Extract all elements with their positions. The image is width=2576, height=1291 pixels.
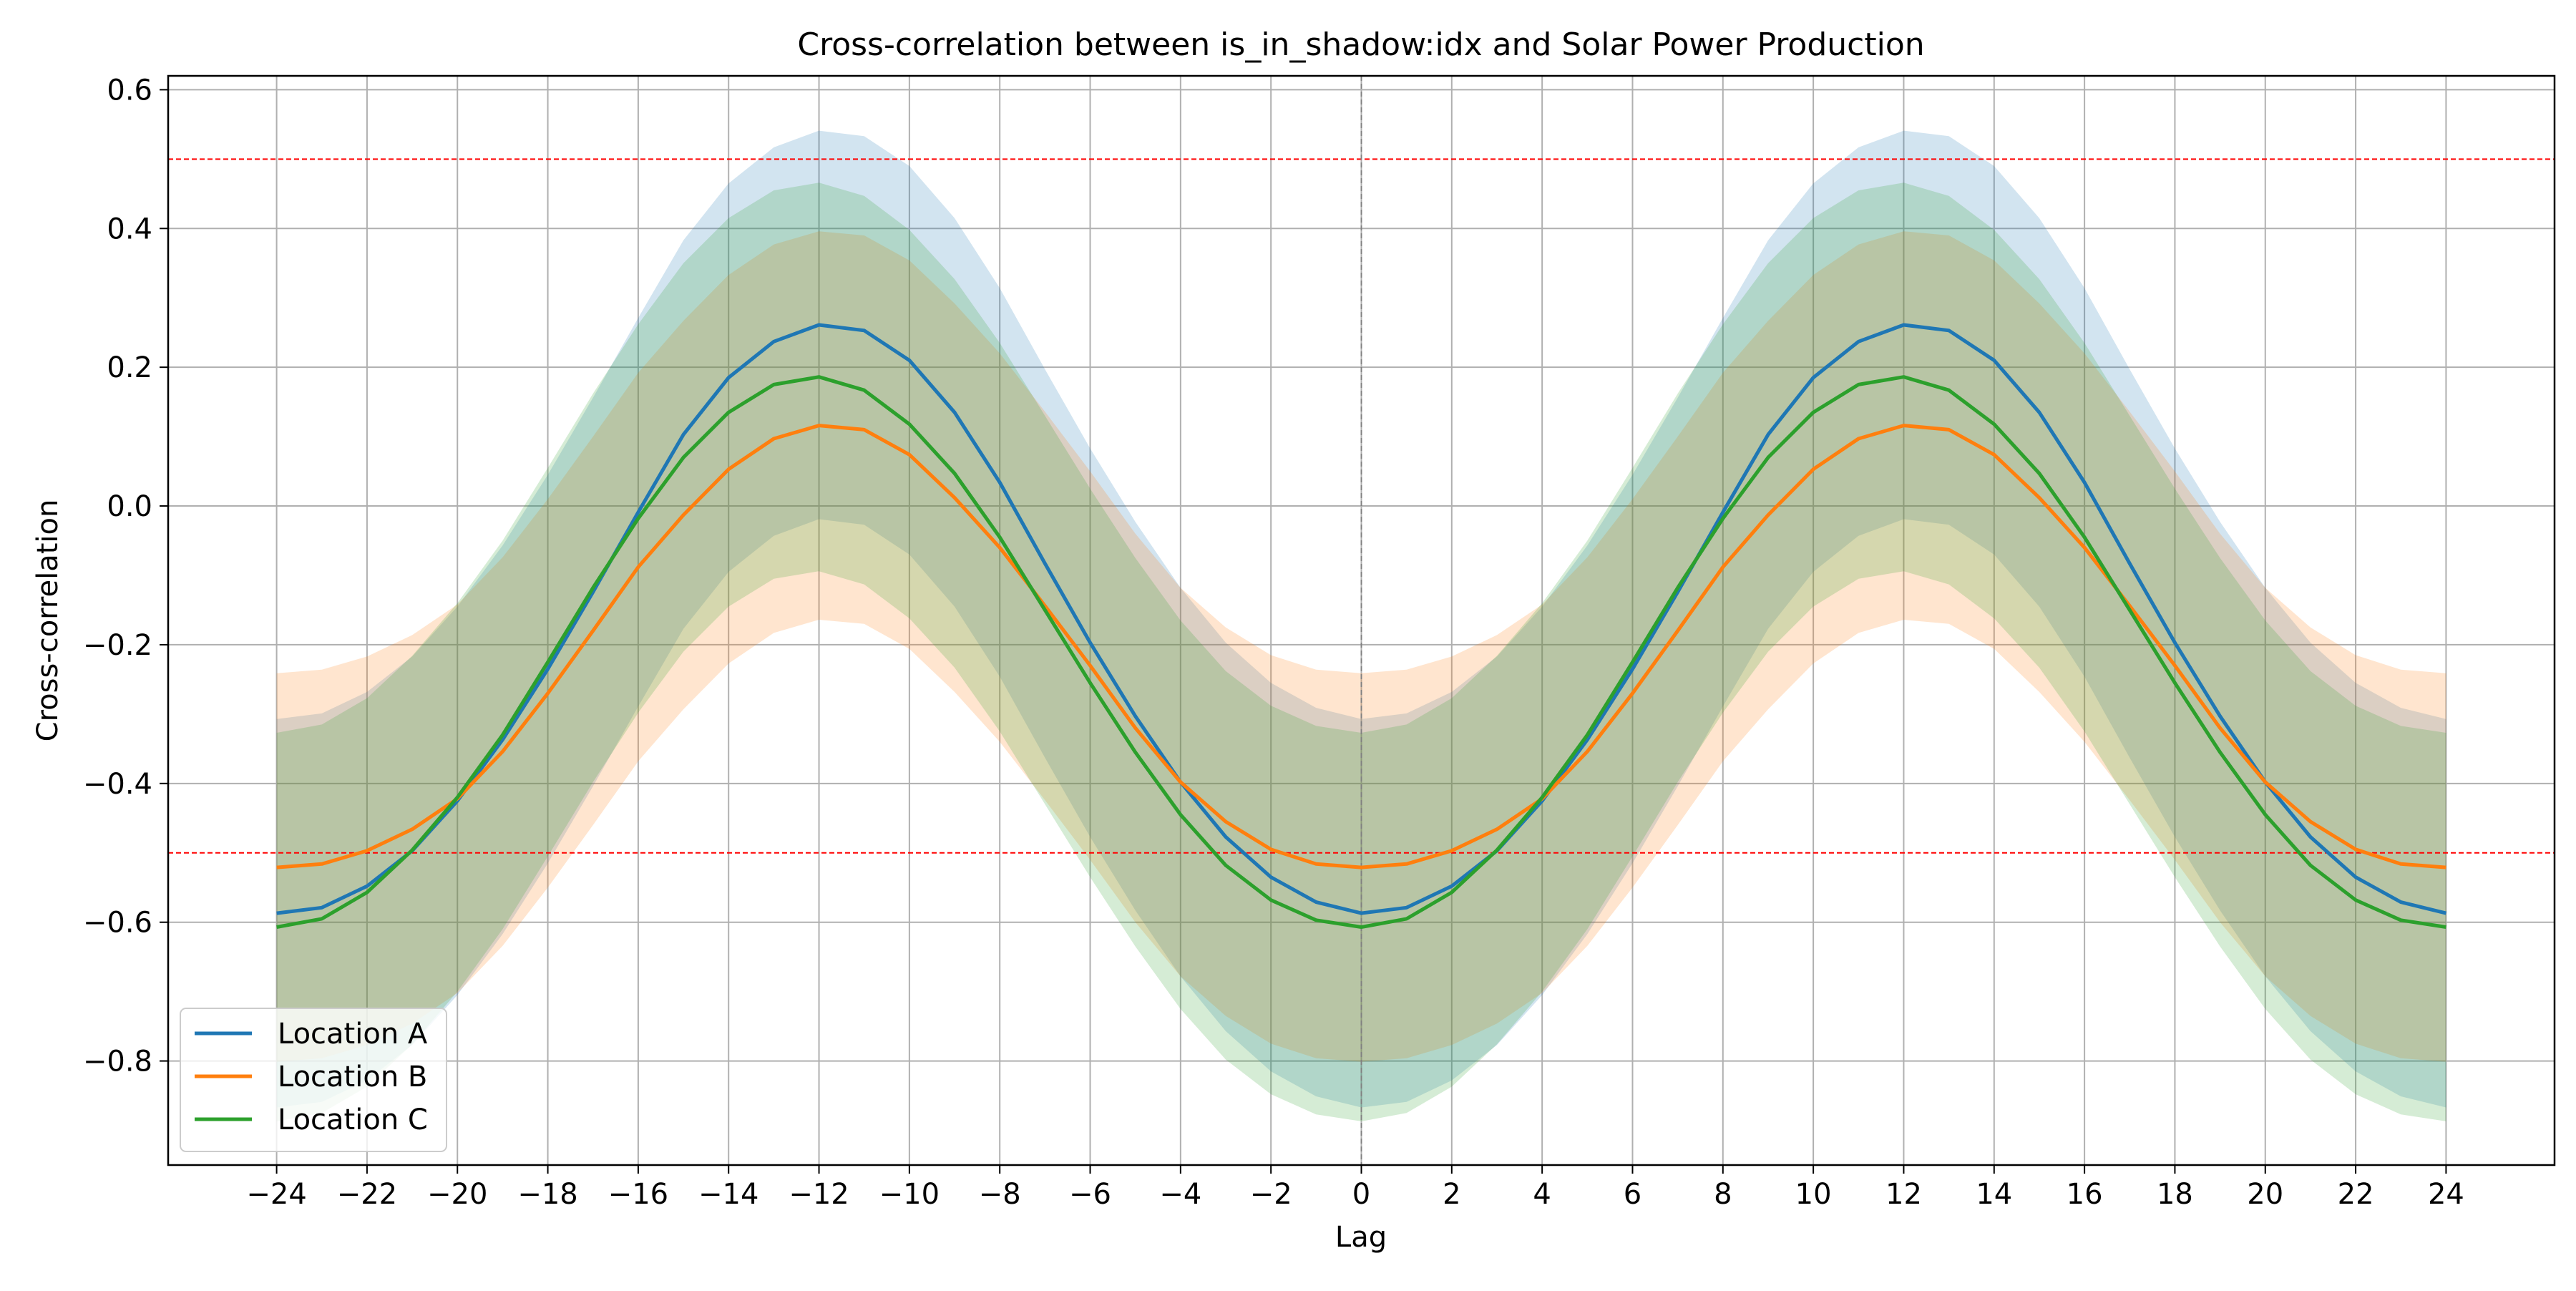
x-tick-label: 22: [2338, 1178, 2374, 1211]
x-tick-label: −14: [698, 1178, 758, 1211]
x-tick-label: 8: [1714, 1178, 1732, 1211]
x-tick-label: 10: [1795, 1178, 1832, 1211]
x-tick-label: −18: [517, 1178, 577, 1211]
legend-label: Location A: [278, 1018, 428, 1051]
legend-label: Location C: [278, 1104, 428, 1136]
y-tick-label: −0.6: [83, 907, 152, 940]
y-tick-label: 0.6: [107, 74, 152, 107]
x-tick-label: −22: [337, 1178, 397, 1211]
x-axis-ticks: −24 −22 −20 −18 −16 −14 −12 −10 −8 −6 −4 −2 0 2 4 6 8 10 1…: [246, 1165, 2464, 1211]
x-tick-label: −12: [789, 1178, 849, 1211]
y-tick-label: −0.2: [83, 629, 152, 662]
x-tick-label: −10: [879, 1178, 940, 1211]
x-tick-label: 4: [1533, 1178, 1551, 1211]
y-axis-label: Cross-correlation: [31, 500, 64, 742]
chart-title: Cross-correlation between is_in_shadow:i…: [797, 26, 1924, 63]
y-tick-label: 0.0: [107, 490, 152, 523]
x-tick-label: −8: [979, 1178, 1021, 1211]
confidence-band-location-c: [276, 182, 2446, 1121]
grid-lines: [168, 76, 2555, 1165]
y-axis-ticks: −0.8 −0.6 −0.4 −0.2 0.0 0.2 0.4 0.6: [83, 74, 168, 1078]
series-lines: [276, 323, 2446, 929]
series-line-location-b: [276, 424, 2446, 869]
legend-items: Location A Location B Location C: [195, 1018, 428, 1136]
x-tick-label: −6: [1069, 1178, 1111, 1211]
x-tick-label: 2: [1443, 1178, 1460, 1211]
confidence-band-location-b: [276, 231, 2446, 1062]
x-tick-label: 24: [2428, 1178, 2464, 1211]
x-tick-label: 20: [2247, 1178, 2283, 1211]
confidence-band-location-a: [276, 130, 2446, 1108]
series-line-location-c: [276, 375, 2446, 929]
x-tick-label: −16: [608, 1178, 668, 1211]
x-tick-label: 18: [2157, 1178, 2193, 1211]
x-tick-label: −2: [1250, 1178, 1292, 1211]
y-tick-label: −0.4: [83, 768, 152, 801]
y-tick-label: 0.4: [107, 213, 152, 245]
legend-box: [180, 1008, 447, 1152]
reference-lines: [168, 76, 2555, 1165]
x-tick-label: 12: [1885, 1178, 1922, 1211]
x-axis-label: Lag: [1335, 1221, 1387, 1254]
x-tick-label: 0: [1352, 1178, 1370, 1211]
confidence-bands: [276, 130, 2446, 1121]
y-tick-label: −0.8: [83, 1046, 152, 1078]
x-tick-label: −24: [246, 1178, 306, 1211]
y-tick-label: 0.2: [107, 351, 152, 384]
x-tick-label: 6: [1624, 1178, 1641, 1211]
x-tick-label: −20: [427, 1178, 487, 1211]
x-tick-label: 14: [1976, 1178, 2012, 1211]
x-tick-label: −4: [1159, 1178, 1201, 1211]
legend-label: Location B: [278, 1061, 427, 1093]
x-tick-label: 16: [2067, 1178, 2103, 1211]
legend: Location A Location B Location C: [180, 1008, 447, 1152]
series-line-location-a: [276, 323, 2446, 915]
